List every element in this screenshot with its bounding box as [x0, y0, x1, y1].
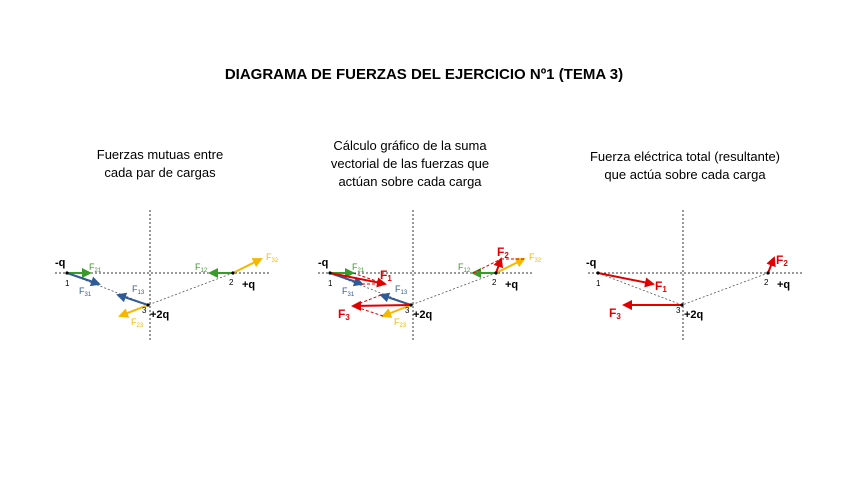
force-arrow-F31 [66, 272, 101, 287]
label-F13: F13 [395, 284, 408, 296]
charge-3-sign: +2q [684, 309, 703, 321]
charge-3-point [146, 303, 150, 307]
charge-1-sign: -q [318, 257, 328, 269]
panel-2-title-line: Cálculo gráfico de la suma [333, 138, 487, 153]
panel-3-title-line: que actúa sobre cada carga [604, 167, 766, 182]
charge-3-sign: +2q [413, 309, 432, 321]
charge-2-point [231, 271, 235, 275]
panel-2-title-line: actúan sobre cada carga [338, 174, 482, 189]
charge-1-index: 1 [65, 279, 70, 288]
charge-connection-lines [66, 272, 234, 306]
panel-1-title: Fuerzas mutuas entre cada par de cargas [60, 146, 260, 182]
panel-3-diagram: F1 F2 F3 -q 1 +q 2 +2q3 [586, 210, 803, 340]
charge-2-index: 2 [492, 278, 497, 287]
label-F2: F2 [776, 253, 788, 268]
label-F1: F1 [655, 279, 667, 294]
charge-2-point [494, 271, 498, 275]
panel-3-title: Fuerza eléctrica total (resultante) que … [560, 148, 810, 184]
label-F31: F31 [79, 286, 92, 298]
construction-line-1a [352, 272, 386, 285]
label-F13: F13 [132, 284, 145, 296]
charge-1-index: 1 [596, 279, 601, 288]
panel-2-title: Cálculo gráfico de la suma vectorial de … [290, 137, 530, 191]
label-F12: F12 [458, 262, 471, 274]
label-F12: F12 [195, 262, 208, 274]
panel-1-title-line: Fuerzas mutuas entre [96, 147, 224, 162]
charge-1-point [328, 271, 332, 275]
charge-3-index: 3 [142, 306, 147, 315]
charge-2-index: 2 [229, 278, 234, 287]
charge-1-sign: -q [55, 257, 65, 269]
charge-1-index: 1 [328, 279, 333, 288]
charge-2-index: 2 [764, 278, 769, 287]
diagram-title: DIAGRAMA DE FUERZAS DEL EJERCICIO Nº1 (T… [224, 66, 624, 83]
label-F1: F1 [380, 268, 392, 283]
force-arrow-F2 [493, 257, 504, 274]
charge-2-sign: +q [505, 279, 518, 291]
label-F23: F23 [394, 317, 407, 329]
panel-3-title-line: Fuerza eléctrica total (resultante) [589, 149, 781, 164]
force-arrow-F23 [381, 304, 412, 318]
charge-3-sign: +2q [150, 309, 169, 321]
charge-2-sign: +q [777, 279, 790, 291]
label-F32: F32 [266, 252, 279, 264]
charge-1-sign: -q [586, 257, 596, 269]
label-F21: F21 [352, 262, 365, 274]
panel-2-diagram: F21 F31 F13 F23 F12 F32 F1 F2 F3 -q 1 +q 2 +2q3 [318, 210, 542, 340]
label-F2: F2 [497, 245, 509, 260]
charge-2-point [766, 271, 770, 275]
panel-2-title-line: vectorial de las fuerzas que [330, 156, 490, 171]
force-arrow-F32 [232, 258, 263, 274]
force-arrow-F3 [351, 300, 412, 311]
label-F32: F32 [529, 252, 542, 264]
construction-line-3a [352, 294, 382, 307]
charge-1-point [596, 271, 600, 275]
charge-3-point [409, 303, 413, 307]
force-arrow-F23 [118, 304, 149, 318]
force-arrow-F1 [597, 272, 655, 288]
construction-line-3b [352, 305, 384, 317]
label-F31: F31 [342, 286, 355, 298]
force-arrow-F13 [379, 292, 412, 306]
force-arrow-F13 [116, 292, 149, 306]
charge-3-index: 3 [676, 306, 681, 315]
charge-1-point [65, 271, 69, 275]
panel-1-title-line: cada par de cargas [104, 165, 216, 180]
force-arrow-F1 [329, 272, 387, 288]
label-F23: F23 [131, 317, 144, 329]
charge-2-sign: +q [242, 279, 255, 291]
charge-3-index: 3 [405, 306, 410, 315]
label-F3: F3 [609, 306, 621, 321]
force-arrow-F2 [766, 256, 776, 274]
charge-3-point [680, 303, 684, 307]
panel-1-diagram: F21 F31 F13 F23 F12 F32 -q 1 +q 2 +2q3 [55, 210, 279, 340]
force-arrow-F32 [495, 258, 526, 274]
label-F3: F3 [338, 307, 350, 322]
label-F21: F21 [89, 262, 102, 274]
